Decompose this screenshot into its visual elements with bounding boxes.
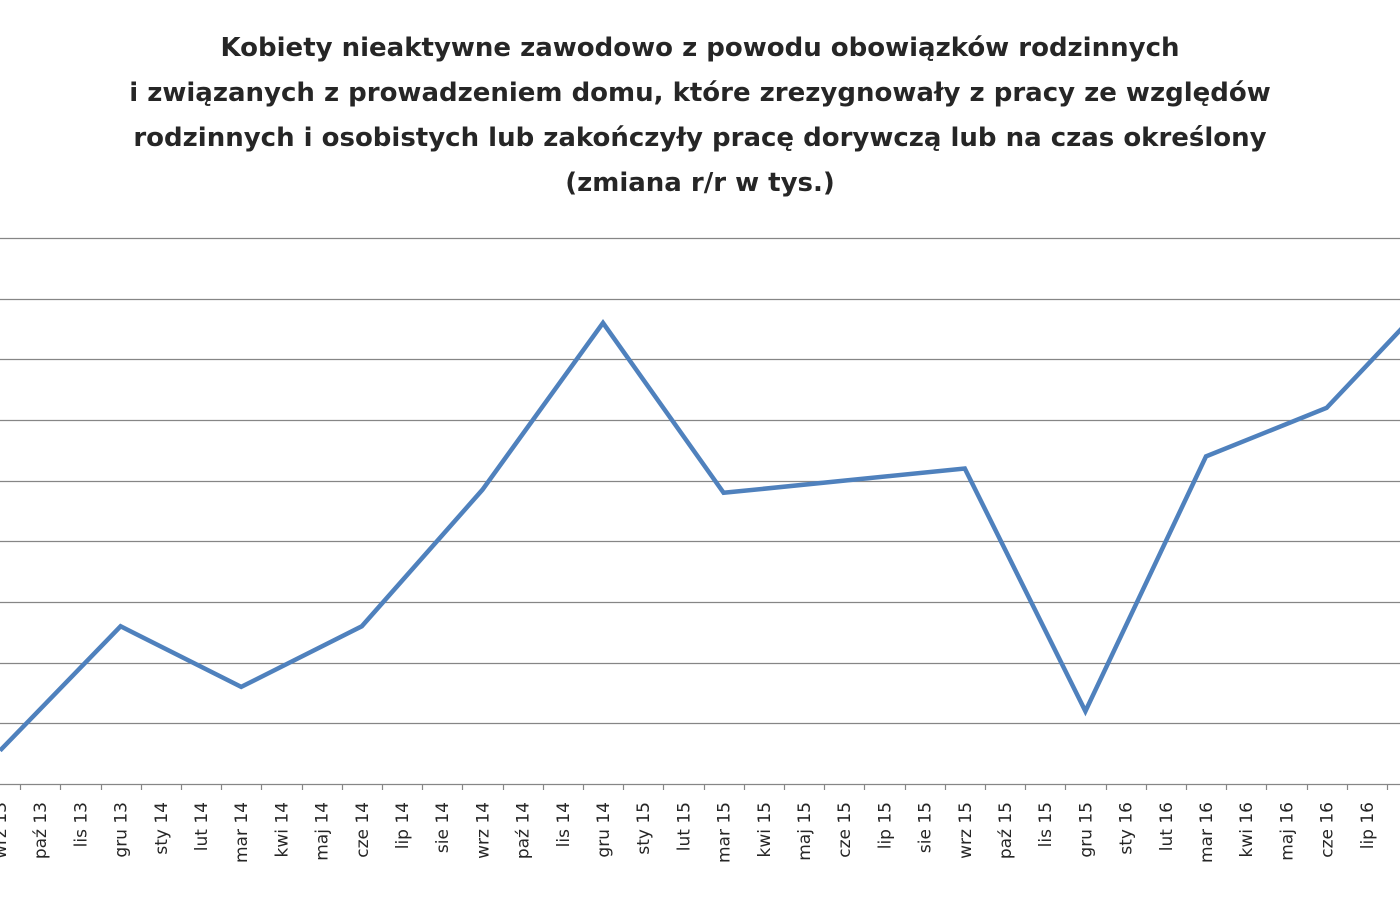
x-tick-label: maj 16 <box>1277 802 1297 861</box>
x-tick-label: cze 16 <box>1318 802 1338 858</box>
x-tick-label: maj 14 <box>313 802 333 861</box>
title-line-1: Kobiety nieaktywne zawodowo z powodu obo… <box>220 33 1180 63</box>
x-tick-label: lis 13 <box>71 802 91 847</box>
x-tick-label: kwi 14 <box>272 802 292 858</box>
x-tick-label: maj 15 <box>795 802 815 861</box>
x-tick-label: lut 15 <box>674 802 694 851</box>
x-tick-label: gru 14 <box>594 802 614 858</box>
x-tick-label: paź 13 <box>31 802 51 859</box>
x-tick-label: lip 14 <box>393 802 413 849</box>
x-tick-label: mar 14 <box>232 802 252 863</box>
x-tick-label: kwi 16 <box>1237 802 1257 858</box>
x-tick-label: paź 14 <box>514 802 534 859</box>
x-tick-label: sty 15 <box>634 802 654 855</box>
series <box>0 319 1400 753</box>
title-line-3: rodzinnych i osobistych lub zakończyły p… <box>133 123 1267 153</box>
x-tick-label: paź 15 <box>996 802 1016 859</box>
x-tick-label: cze 15 <box>835 802 855 858</box>
x-tick-label: mar 16 <box>1197 802 1217 863</box>
x-tick-label: lis 15 <box>1036 802 1056 847</box>
x-tick-labels: wrz 13 paź 13 lis 13 gru 13 sty 14 lut 14 mar … <box>0 802 1400 863</box>
x-axis <box>0 783 1400 790</box>
x-tick-label: sie 15 <box>916 802 936 853</box>
x-tick-label: gru 15 <box>1076 802 1096 858</box>
x-tick-label: sty 16 <box>1117 802 1137 855</box>
title-line-4: (zmiana r/r w tys.) <box>565 168 835 198</box>
x-tick-label: sie 16 <box>1398 802 1400 853</box>
gridlines <box>0 237 1400 725</box>
x-tick-label: gru 13 <box>112 802 132 858</box>
x-tick-label: mar 15 <box>715 802 735 863</box>
x-tick-label: lis 14 <box>554 802 574 847</box>
x-tick-label: lut 14 <box>192 802 212 851</box>
x-tick-label: wrz 13 <box>0 802 11 859</box>
x-tick-label: kwi 15 <box>755 802 775 858</box>
x-tick-label: lut 16 <box>1157 802 1177 851</box>
x-tick-label: cze 14 <box>353 802 373 858</box>
x-tick-label: lip 15 <box>875 802 895 849</box>
chart-title: Kobiety nieaktywne zawodowo z powodu obo… <box>0 26 1400 206</box>
x-tick-label: wrz 15 <box>956 802 976 859</box>
x-tick-label: wrz 14 <box>473 802 493 859</box>
series-line <box>0 319 1400 753</box>
title-line-2: i związanych z prowadzeniem domu, które … <box>129 78 1271 108</box>
x-tick-label: sty 14 <box>152 802 172 855</box>
x-tick-label: sie 14 <box>433 802 453 853</box>
x-tick-label: lip 16 <box>1358 802 1378 849</box>
